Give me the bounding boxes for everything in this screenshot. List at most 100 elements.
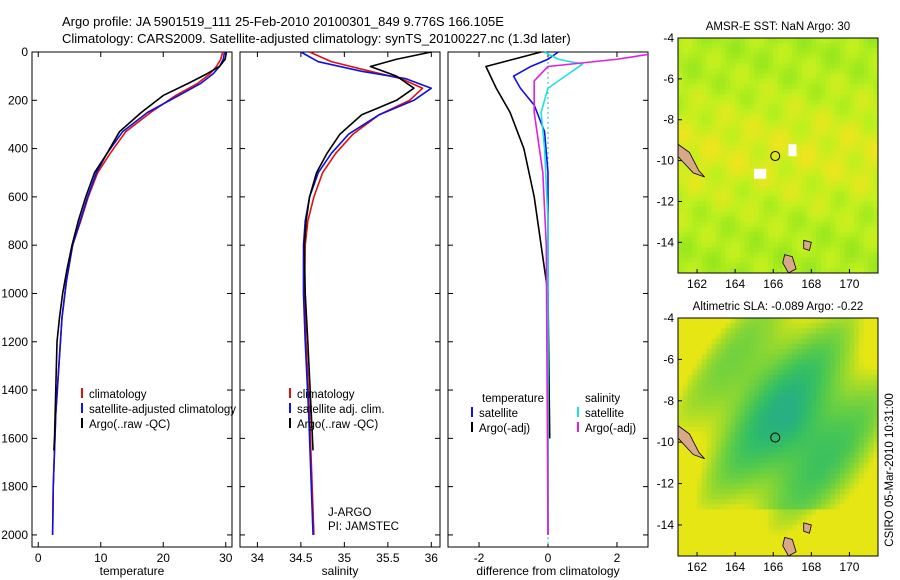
map-cell bbox=[797, 323, 803, 329]
map-cell bbox=[811, 160, 817, 167]
map-cell bbox=[835, 493, 841, 500]
map-cell bbox=[706, 473, 712, 479]
map-cell bbox=[701, 227, 707, 233]
map-cell bbox=[739, 442, 746, 448]
map-cell bbox=[763, 252, 769, 259]
map-cell bbox=[749, 227, 755, 233]
map-cell bbox=[716, 514, 722, 521]
map-cell bbox=[825, 359, 831, 365]
map-cell bbox=[830, 400, 836, 407]
y-tick-label: -6 bbox=[663, 352, 674, 366]
map-cell bbox=[782, 53, 788, 59]
map-cell bbox=[787, 380, 793, 386]
map-cell bbox=[854, 186, 860, 192]
map-cell bbox=[692, 343, 698, 350]
map-cell bbox=[839, 385, 846, 391]
map-cell bbox=[868, 201, 874, 207]
map-cell bbox=[839, 452, 846, 459]
map-cell bbox=[687, 468, 693, 474]
map-cell bbox=[678, 73, 684, 80]
map-cell bbox=[844, 323, 850, 329]
map-cell bbox=[697, 488, 703, 495]
map-cell bbox=[816, 540, 822, 547]
map-cell bbox=[839, 411, 846, 417]
map-cell bbox=[763, 462, 769, 469]
map-cell bbox=[873, 78, 879, 85]
map-cell bbox=[863, 499, 869, 505]
map-cell bbox=[697, 119, 703, 126]
map-cell bbox=[792, 216, 798, 223]
map-cell bbox=[873, 323, 879, 329]
map-cell bbox=[868, 43, 874, 49]
map-cell bbox=[873, 338, 879, 345]
map-cell bbox=[730, 343, 736, 350]
map-cell bbox=[711, 99, 717, 105]
map-cell bbox=[716, 262, 722, 269]
map-cell bbox=[754, 109, 760, 116]
map-cell bbox=[787, 94, 793, 100]
map-cell bbox=[830, 94, 836, 100]
map-cell bbox=[778, 530, 784, 536]
map-cell bbox=[801, 328, 807, 334]
map-cell bbox=[720, 206, 727, 213]
map-cell bbox=[792, 267, 798, 274]
map-cell bbox=[782, 462, 788, 469]
map-cell bbox=[682, 354, 688, 360]
map-cell bbox=[701, 328, 707, 334]
map-cell bbox=[830, 359, 836, 365]
map-cell bbox=[716, 191, 722, 197]
map-cell bbox=[773, 191, 779, 197]
map-cell bbox=[682, 227, 688, 233]
map-cell bbox=[730, 524, 736, 531]
map-cell bbox=[725, 196, 731, 202]
map-cell bbox=[830, 457, 836, 464]
map-cell bbox=[758, 221, 765, 228]
map-cell bbox=[749, 416, 755, 422]
map-cell bbox=[830, 416, 836, 422]
map-cell bbox=[854, 150, 860, 156]
map-cell bbox=[758, 535, 765, 541]
map-cell bbox=[830, 124, 836, 131]
map-cell bbox=[725, 191, 731, 197]
map-cell bbox=[868, 318, 874, 324]
map-cell bbox=[735, 242, 741, 248]
map-cell bbox=[716, 252, 722, 259]
map-cell bbox=[835, 328, 841, 334]
map-cell bbox=[730, 514, 736, 521]
map-cell bbox=[801, 211, 807, 218]
map-cell bbox=[730, 405, 736, 412]
map-cell bbox=[697, 114, 703, 121]
map-cell bbox=[801, 416, 807, 422]
map-cell bbox=[749, 462, 755, 469]
map-cell bbox=[754, 540, 760, 547]
map-cell bbox=[830, 504, 836, 510]
map-cell bbox=[858, 333, 865, 340]
map-cell bbox=[849, 124, 855, 131]
map-cell bbox=[725, 53, 731, 59]
map-cell bbox=[816, 354, 822, 360]
map-cell bbox=[754, 380, 760, 386]
map-cell bbox=[730, 478, 736, 484]
map-cell bbox=[830, 488, 836, 495]
map-cell bbox=[730, 395, 736, 402]
map-cell bbox=[797, 519, 803, 526]
map-cell bbox=[716, 160, 722, 167]
map-cell bbox=[868, 186, 874, 192]
map-cell bbox=[863, 530, 869, 536]
map-cell bbox=[806, 191, 812, 197]
map-cell bbox=[854, 457, 860, 464]
map-cell bbox=[758, 114, 765, 121]
map-cell bbox=[806, 155, 812, 162]
map-cell bbox=[858, 364, 865, 371]
map-cell bbox=[863, 457, 869, 464]
map-cell bbox=[806, 89, 812, 95]
map-cell bbox=[749, 499, 755, 505]
map-cell bbox=[773, 58, 779, 64]
map-cell bbox=[801, 99, 807, 105]
map-cell bbox=[763, 196, 769, 202]
map-cell bbox=[816, 535, 822, 541]
map-cell bbox=[739, 221, 746, 228]
map-cell bbox=[858, 545, 865, 552]
map-cell bbox=[706, 48, 712, 54]
map-cell bbox=[868, 493, 874, 500]
